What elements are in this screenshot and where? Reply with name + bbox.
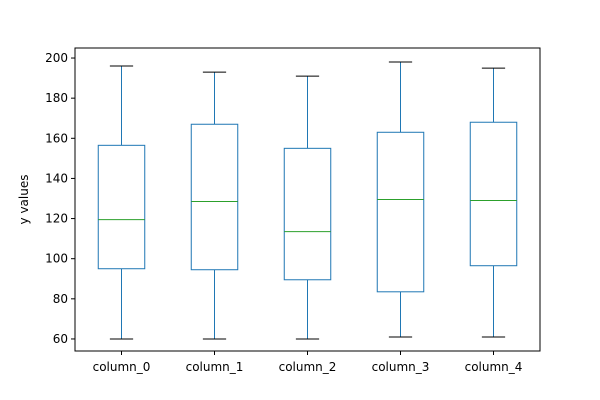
y-tick-label: 200 [45, 51, 68, 65]
x-tick-label: column_1 [186, 360, 244, 374]
box-iqr [376, 131, 425, 293]
box-group-column_2 [283, 75, 332, 340]
y-tick-label: 100 [45, 252, 68, 266]
boxes-layer [97, 61, 518, 340]
box-iqr [469, 121, 518, 267]
y-tick-label: 160 [45, 131, 68, 145]
box-group-column_3 [376, 61, 425, 338]
box-iqr [97, 144, 146, 270]
y-tick-label: 60 [53, 332, 68, 346]
y-tick-label: 140 [45, 171, 68, 185]
x-tick-label: column_2 [279, 360, 337, 374]
y-tick-label: 80 [53, 292, 68, 306]
y-axis-label: y values [17, 175, 31, 225]
y-axis-ticks: 60 80 100 120 140 160 180 200 [45, 51, 75, 346]
y-tick-label: 120 [45, 212, 68, 226]
y-tick-label: 180 [45, 91, 68, 105]
box-group-column_1 [190, 71, 239, 340]
plot-frame [74, 47, 541, 352]
x-axis-ticks: column_0 column_1 column_2 column_3 column_4 [93, 351, 523, 374]
x-tick-label: column_0 [93, 360, 151, 374]
x-tick-label: column_4 [465, 360, 523, 374]
x-tick-label: column_3 [372, 360, 430, 374]
box-iqr [283, 147, 332, 281]
box-iqr [190, 123, 239, 271]
box-group-column_0 [97, 65, 146, 340]
box-group-column_4 [469, 67, 518, 338]
